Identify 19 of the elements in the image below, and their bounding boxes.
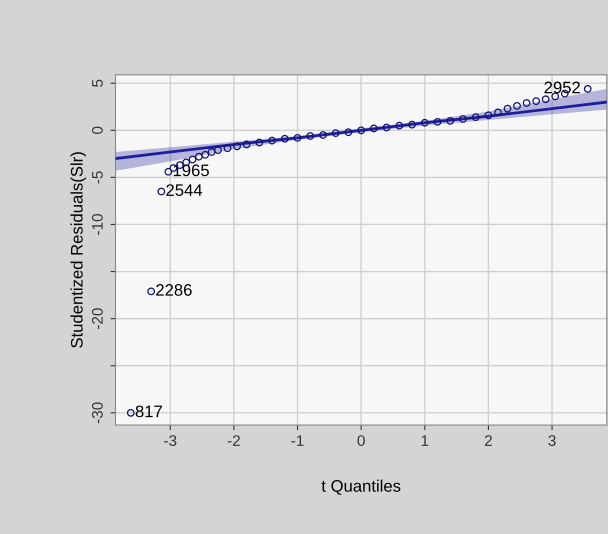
annotation: 2286 bbox=[156, 284, 192, 296]
y-tick-label: -20 bbox=[92, 308, 103, 330]
annotation: 2544 bbox=[166, 184, 202, 196]
x-tick-label: 3 bbox=[548, 435, 556, 446]
y-axis-title: Studentized Residuals(Slr) bbox=[70, 152, 86, 348]
y-tick-label: -30 bbox=[92, 402, 103, 424]
x-axis-title: t Quantiles bbox=[322, 480, 400, 495]
x-tick-label: 0 bbox=[358, 435, 365, 446]
y-tick-label: -10 bbox=[92, 214, 103, 235]
x-tick-label: -3 bbox=[164, 435, 176, 446]
y-tick-label: 0 bbox=[92, 126, 103, 134]
x-tick-label: 2 bbox=[484, 435, 492, 446]
y-tick-label: -5 bbox=[92, 171, 103, 184]
x-tick-label: -1 bbox=[291, 435, 304, 446]
annotation: 817 bbox=[136, 405, 162, 418]
annotation: 2952 bbox=[544, 82, 580, 94]
x-tick-label: 1 bbox=[422, 435, 428, 446]
x-tick-label: -2 bbox=[228, 435, 240, 446]
y-tick-label: 5 bbox=[92, 80, 103, 87]
